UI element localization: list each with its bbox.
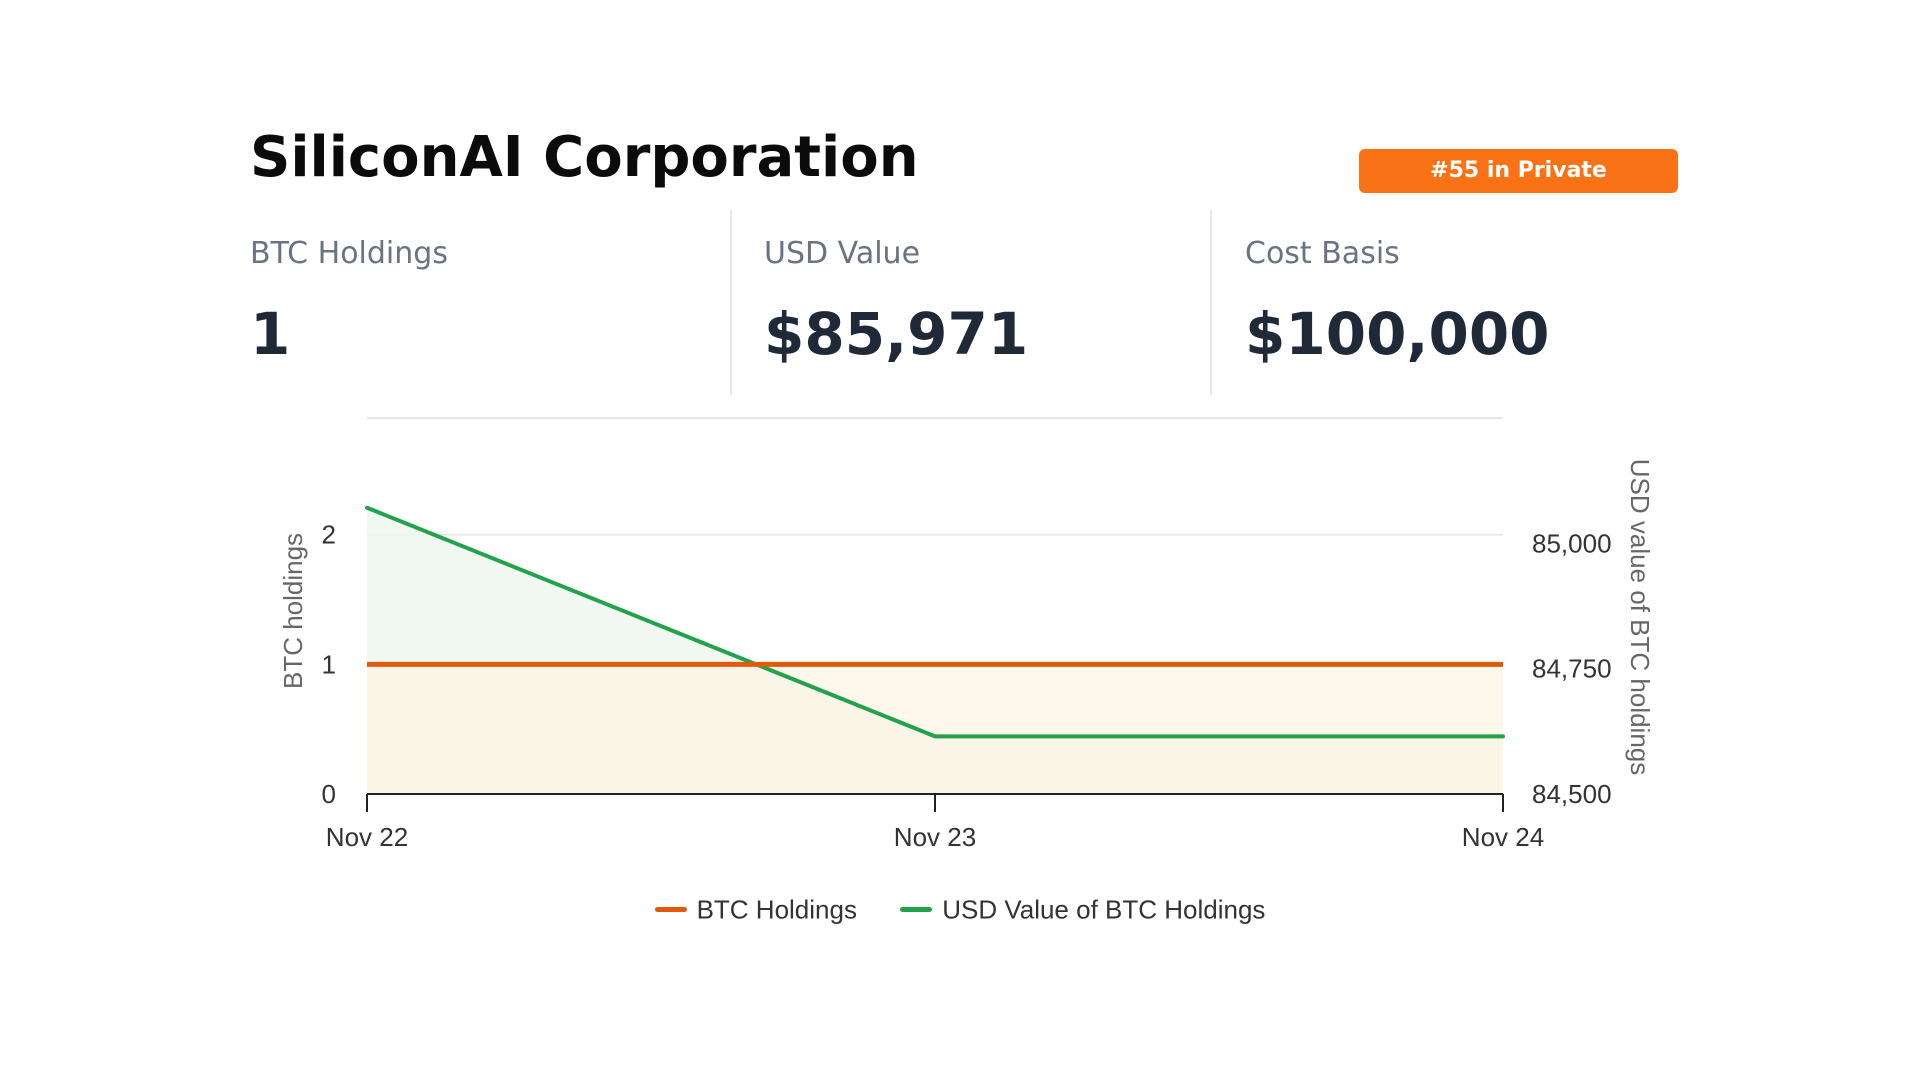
x-tick-label: Nov 24 xyxy=(1462,822,1544,852)
y-right-tick-label: 84,750 xyxy=(1532,654,1612,684)
stat-btc-holdings: BTC Holdings 1 xyxy=(250,210,730,395)
y-left-tick-label: 1 xyxy=(322,649,336,679)
legend-label: BTC Holdings xyxy=(696,894,857,925)
btc-holdings-area xyxy=(367,664,1503,794)
y-right-tick-label: 84,500 xyxy=(1532,779,1612,809)
stat-value: 1 xyxy=(250,300,291,368)
stat-label: Cost Basis xyxy=(1245,236,1400,271)
stat-usd-value: USD Value $85,971 xyxy=(764,210,1204,395)
stat-divider xyxy=(730,210,732,395)
stat-label: USD Value xyxy=(764,236,921,271)
stat-value: $85,971 xyxy=(764,300,1029,368)
company-title: SiliconAI Corporation xyxy=(250,125,919,190)
y-left-axis-title: BTC holdings xyxy=(278,533,308,689)
chart-legend: BTC Holdings USD Value of BTC Holdings xyxy=(0,892,1920,928)
y-right-tick-label: 85,000 xyxy=(1532,528,1612,558)
legend-swatch-btc xyxy=(654,907,687,913)
legend-item-usd-value[interactable]: USD Value of BTC Holdings xyxy=(900,893,1265,926)
x-tick-label: Nov 22 xyxy=(326,822,408,852)
stats-row: BTC Holdings 1 USD Value $85,971 Cost Ba… xyxy=(250,210,1680,395)
legend-label: USD Value of BTC Holdings xyxy=(942,894,1266,925)
y-left-tick-label: 0 xyxy=(322,779,336,809)
stat-divider xyxy=(1210,210,1212,395)
y-right-axis-title: USD value of BTC holdings xyxy=(1625,459,1655,775)
rank-badge[interactable]: #55 in Private Companies xyxy=(1359,149,1678,227)
stat-value: $100,000 xyxy=(1245,300,1550,368)
stat-cost-basis: Cost Basis $100,000 xyxy=(1245,210,1675,395)
usd-value-line xyxy=(365,505,1505,739)
stat-label: BTC Holdings xyxy=(250,236,448,271)
legend-swatch-usd xyxy=(900,907,933,913)
y-left-tick-label: 2 xyxy=(322,520,336,550)
x-tick-label: Nov 23 xyxy=(894,822,976,852)
legend-item-btc-holdings[interactable]: BTC Holdings xyxy=(654,893,857,926)
